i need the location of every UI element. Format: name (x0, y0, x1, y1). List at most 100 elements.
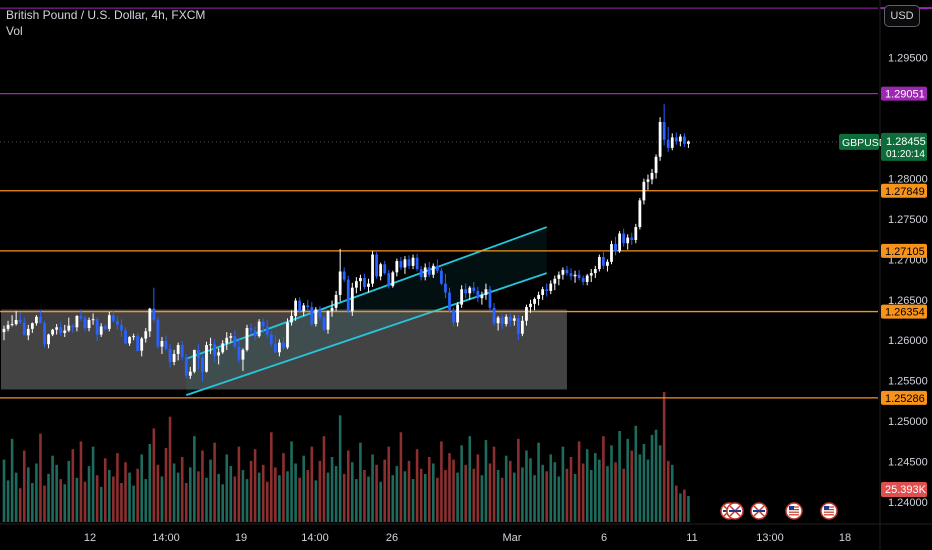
candle-body (160, 340, 164, 347)
candle-body (589, 273, 593, 276)
candle-body (221, 343, 225, 353)
candle-body (298, 300, 302, 312)
candle-body (415, 257, 419, 270)
currency-button[interactable]: USD (884, 5, 920, 27)
candle-body (237, 346, 241, 360)
volume-bar (484, 440, 488, 522)
time-tick-label: 18 (839, 532, 851, 544)
volume-bar (403, 471, 407, 522)
volume-bar (249, 460, 253, 522)
volume-bar (306, 470, 310, 522)
candle-body (626, 237, 630, 244)
volume-bar (59, 479, 62, 522)
time-tick-label: 11 (686, 532, 697, 544)
volume-bar (363, 470, 366, 522)
candle-body (261, 321, 265, 327)
candle-body (67, 325, 71, 331)
volume-bar (553, 462, 557, 522)
volume-bar (654, 429, 658, 522)
volume-bar (290, 441, 293, 522)
volume-bar (91, 446, 95, 522)
candle-body (529, 303, 532, 308)
candle-body (245, 328, 249, 350)
volume-bar (31, 483, 34, 522)
volume-bar (545, 471, 548, 522)
volume-bar (427, 457, 431, 522)
volume-bar (213, 442, 216, 522)
volume-bar (87, 466, 91, 522)
volume-bar (585, 449, 589, 522)
volume-bar (209, 459, 212, 522)
candle-body (367, 283, 370, 287)
level-price-label: 1.26354 (885, 307, 925, 319)
volume-bar (334, 466, 338, 522)
candle-body (282, 342, 285, 348)
candle-body (444, 283, 447, 293)
volume-bar (95, 475, 99, 522)
candle-body (431, 265, 435, 275)
volume-bar (172, 463, 176, 522)
candle-body (152, 308, 156, 320)
volume-bar (99, 486, 103, 522)
candle-body (273, 344, 277, 353)
time-tick-label: 26 (386, 532, 398, 544)
volume-bar (116, 453, 119, 522)
volume-bar (561, 446, 565, 522)
candle-body (144, 331, 148, 339)
volume-bar (217, 473, 220, 522)
volume-bar (594, 453, 597, 522)
candle-body (354, 281, 358, 288)
candle-body (678, 136, 682, 142)
candle-body (140, 338, 144, 351)
candle-body (488, 289, 492, 308)
level-price-badge (881, 183, 927, 198)
volume-bar (180, 457, 184, 522)
volume-bar (355, 479, 358, 522)
candle-body (549, 283, 553, 291)
candle-body (59, 327, 63, 333)
candle-body (257, 321, 261, 337)
candle-body (646, 179, 650, 182)
price-tick-label: 1.27500 (888, 214, 928, 226)
volume-bar (6, 480, 10, 522)
candle-body (269, 334, 273, 345)
candle-body (10, 324, 14, 326)
candle-body (614, 244, 617, 252)
symbol-name: GBPUSD (842, 137, 887, 149)
volume-bar (63, 484, 67, 522)
candle-body (525, 307, 528, 321)
volume-bar (399, 432, 403, 522)
candle-body (205, 345, 208, 372)
volume-bar (83, 481, 87, 522)
time-tick-label: Mar (503, 532, 522, 544)
candle-body (553, 278, 557, 284)
volume-bar (330, 457, 334, 522)
volume-bar (614, 462, 617, 522)
volume-bar (642, 444, 646, 522)
candle-body (573, 274, 577, 277)
candle-body (630, 237, 634, 240)
volume-bar (670, 464, 674, 522)
volume-bar (302, 455, 305, 522)
candle-body (350, 287, 354, 312)
candle-body (241, 349, 245, 360)
candle-body (116, 320, 119, 325)
candle-body (156, 319, 160, 347)
candle-body (521, 320, 524, 334)
candle-body (687, 141, 690, 144)
volume-bar (27, 467, 30, 522)
candle-body (638, 200, 642, 228)
candle-body (91, 319, 95, 321)
bar-countdown: 01:20:14 (886, 149, 925, 160)
volume-bar (440, 441, 443, 522)
candle-body (561, 269, 565, 275)
symbol-badge (839, 133, 879, 150)
volume-bar (359, 442, 362, 522)
volume-bar (282, 453, 285, 522)
volume-bar (265, 481, 269, 522)
volume-bar (314, 480, 318, 522)
volume-bar (197, 471, 200, 522)
candle-body (136, 336, 140, 351)
candle-body (537, 294, 540, 299)
